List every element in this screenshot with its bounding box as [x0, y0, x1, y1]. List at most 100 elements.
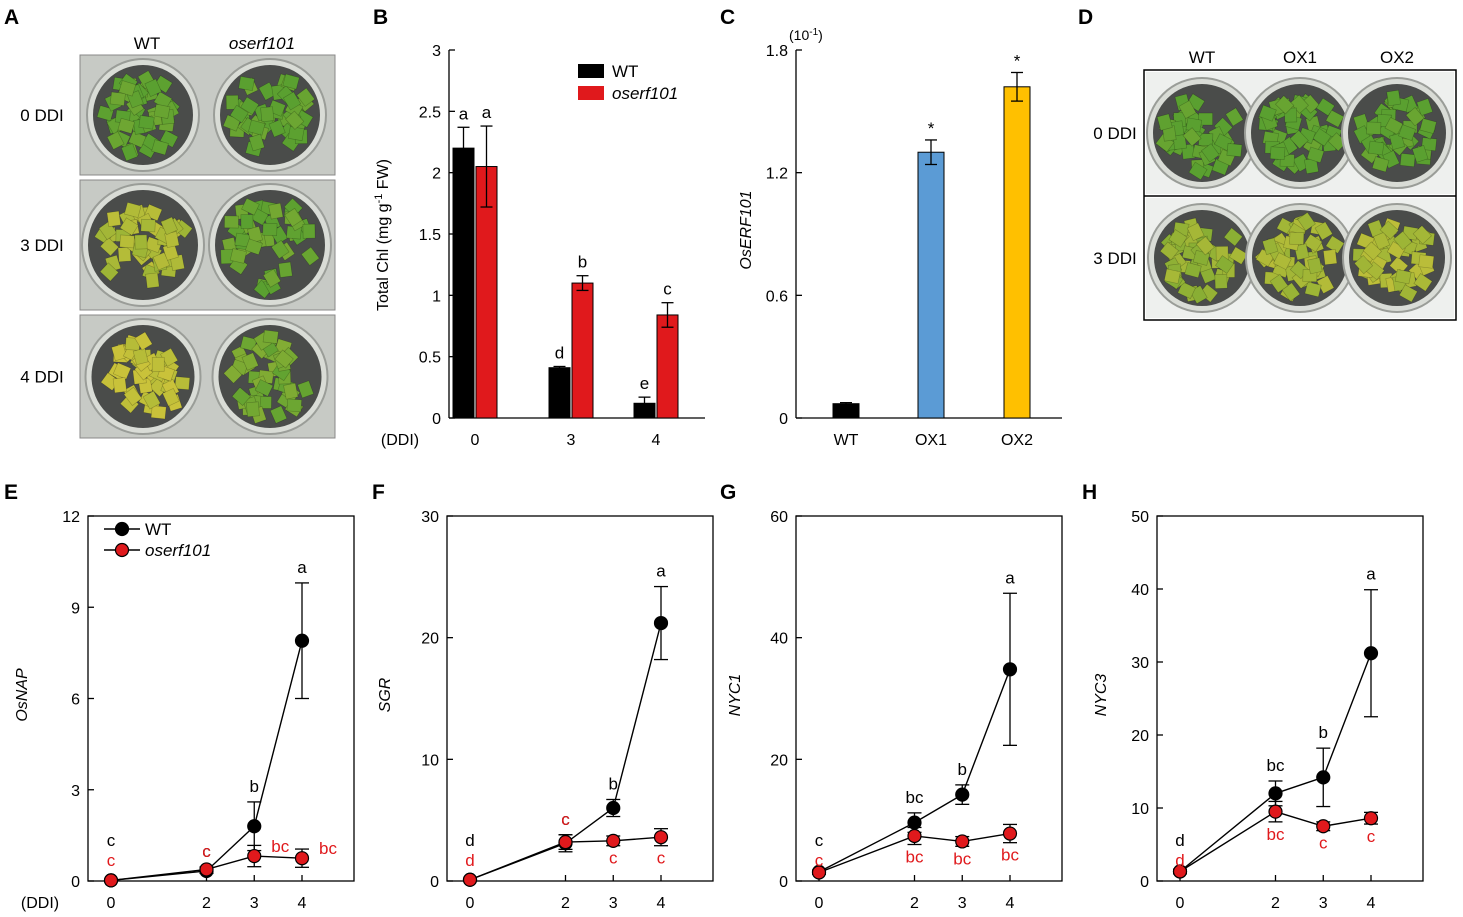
leaf-segment [1371, 156, 1390, 173]
legend: WT oserf101 [104, 520, 211, 560]
leaf-segment [1413, 273, 1433, 292]
leaf-segment [1398, 124, 1417, 142]
legend-label-wt: WT [612, 62, 638, 81]
leaf-segment [1322, 249, 1338, 266]
y-tick-label: 0 [432, 411, 441, 428]
dish-wt [81, 183, 205, 307]
leaf-segment [268, 119, 286, 138]
dish [1341, 77, 1453, 189]
significance-letter-oserf101: c [1367, 827, 1376, 846]
significance-letter: c [663, 280, 672, 299]
significance-letter-wt: b [1319, 723, 1328, 742]
significance-letter-wt: c [815, 831, 824, 850]
y-axis-label: OsNAP [14, 668, 31, 722]
y-tick-label: 1.8 [766, 43, 788, 60]
significance-letter-wt: c [202, 842, 211, 861]
y-tick-label: 1.2 [766, 166, 788, 183]
significance-letter: b [578, 253, 587, 272]
leaf-segment [111, 343, 128, 362]
leaf-segment [225, 94, 239, 110]
leaf-segment [1389, 256, 1409, 276]
column-label: OX2 [1380, 48, 1414, 67]
leaf-segment [132, 347, 149, 366]
data-point-oserf101 [1172, 864, 1188, 879]
panel-G: G 0 20 40 60 NYC1 0 2 3 4 cc bc bc b bc a bc [720, 481, 1063, 912]
bar-WT [548, 367, 571, 419]
dish [1244, 77, 1356, 189]
x-tick-label: 2 [910, 895, 919, 912]
leaf-segment [1394, 269, 1412, 285]
dish [1245, 203, 1355, 313]
x-tick-label: 2 [561, 895, 570, 912]
leaf-segment [124, 202, 142, 219]
significance-letter-oserf101: c [657, 849, 666, 868]
leaf-segment [1398, 284, 1418, 303]
leaf-segment [1159, 241, 1180, 261]
leaf-segment [96, 105, 115, 122]
significance-letter-wt: b [609, 774, 618, 793]
significance-letter-oserf101: c [815, 851, 824, 870]
leaf-segment [247, 225, 263, 244]
leaf-segment [134, 234, 148, 250]
leaf-segment [1325, 109, 1345, 128]
x-tick-label: 2 [202, 895, 211, 912]
leaf-segment [140, 218, 156, 233]
significance-letter-oserf101: bc [906, 848, 924, 867]
leaf-segment [282, 73, 300, 90]
y-tick-label: 0 [71, 874, 80, 891]
significance-letter-wt: c [561, 810, 570, 829]
x-tick-label: 0 [1176, 895, 1185, 912]
leaf-segment [1368, 140, 1385, 156]
x-tick-label: 4 [298, 895, 307, 912]
leaf-segment [1300, 94, 1320, 114]
leaf-segment [1297, 212, 1316, 232]
leaf-segment [1215, 255, 1235, 274]
x-tick-label: 0 [471, 432, 480, 449]
leaf-segment [1225, 107, 1244, 127]
panel-letter-G: G [720, 481, 736, 504]
y-tick-label: 12 [62, 509, 80, 526]
leaf-segment [1198, 112, 1213, 126]
y-tick-label: 60 [770, 509, 788, 526]
leaf-segment [162, 387, 180, 407]
panel-letter-H: H [1082, 481, 1097, 504]
leaf-segment [1315, 97, 1336, 117]
panel-letter-A: A [4, 6, 19, 29]
leaf-segment [286, 398, 303, 413]
y-tick-label: 20 [421, 631, 439, 648]
significance-letter-oserf101: c [609, 849, 618, 868]
leaf-segment [262, 268, 282, 288]
x-tick-label: 2 [1271, 895, 1280, 912]
y-tick-label: 0.6 [766, 288, 788, 305]
dish-wt [86, 58, 200, 172]
leaf-segment [1419, 118, 1437, 134]
x-tick-label: OX1 [915, 432, 947, 449]
data-point-oserf101 [247, 848, 262, 864]
significance-letter-wt: c [107, 831, 116, 850]
x-tick-label: 3 [250, 895, 259, 912]
leaf-segment [1269, 146, 1286, 160]
significance-letter-oserf101: bc [271, 837, 289, 856]
y-tick-label: 2.5 [419, 104, 441, 121]
y-tick-label: 6 [71, 692, 80, 709]
leaf-segment [278, 261, 293, 278]
leaf-segment [99, 262, 119, 282]
leaf-segment [1178, 100, 1197, 119]
y-axis-label: NYC1 [727, 674, 744, 717]
leaf-segment [118, 80, 137, 97]
x-tick-label: 0 [466, 895, 475, 912]
significance-letter-wt: bc [1267, 756, 1285, 775]
y-tick-label: 2 [432, 166, 441, 183]
significance-letter-wt: a [297, 558, 307, 577]
panel-letter-E: E [4, 481, 18, 504]
leaf-segment [152, 252, 171, 271]
leaf-segment [123, 386, 143, 407]
leaf-segment [117, 117, 136, 134]
significance-letter-oserf101: bc [1001, 846, 1019, 865]
significance-letter: e [640, 374, 649, 393]
panel-C: C 0 0.6 1.2 1.8 OsERF101 (10-1) WT * OX1 * OX2 [720, 6, 1062, 449]
leaf-segment [1411, 145, 1429, 163]
leaf-segment [1303, 233, 1323, 253]
x-tick-label: WT [834, 432, 859, 449]
data-point-oserf101 [811, 865, 827, 880]
